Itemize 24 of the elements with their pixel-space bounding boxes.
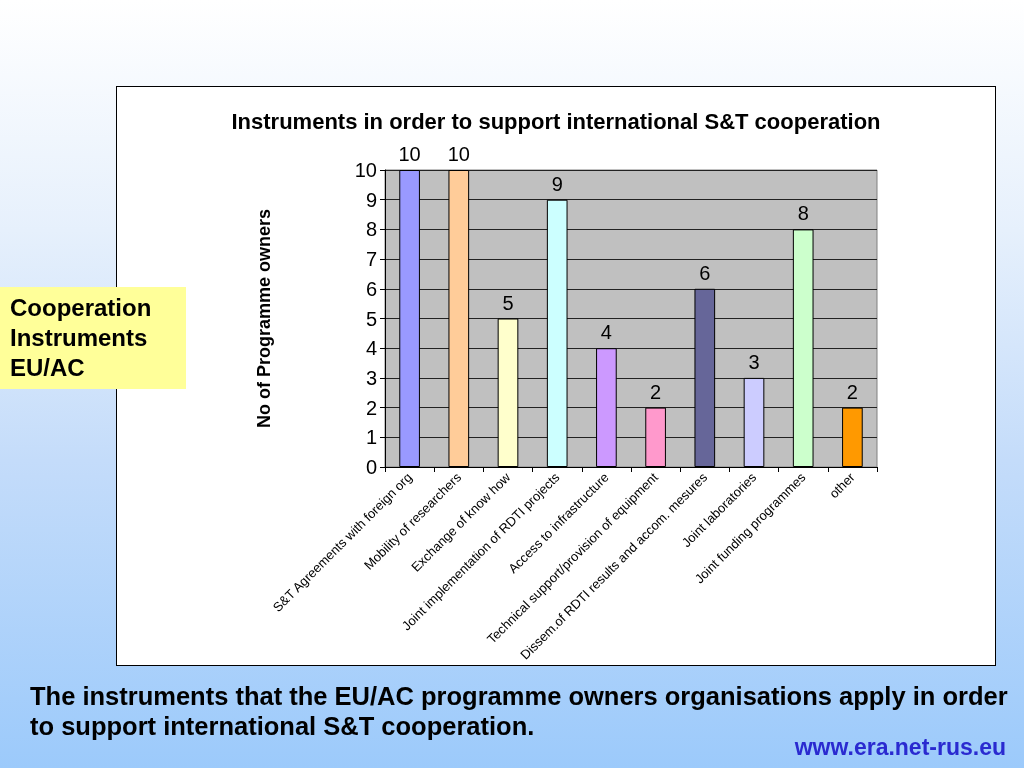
y-axis-title: No of Programme owners	[254, 208, 274, 429]
chart-title: Instruments in order to support international S&T cooperation	[231, 108, 881, 134]
y-tick-label: 8	[365, 218, 377, 241]
data-label: 8	[797, 202, 809, 225]
data-label: 2	[846, 380, 858, 403]
y-tick-label: 4	[365, 337, 377, 360]
data-label: 10	[447, 143, 470, 165]
y-tick-label: 0	[365, 456, 377, 478]
data-label: 3	[748, 350, 760, 373]
y-tick-label: 5	[365, 307, 377, 330]
data-label: 6	[699, 261, 711, 284]
y-tick-label: 10	[354, 159, 377, 181]
text: Cooperation Instruments EU/AC	[0, 287, 186, 389]
y-tick-label: 3	[365, 366, 377, 389]
y-tick-label: 2	[365, 396, 377, 419]
data-label: 4	[600, 321, 612, 344]
data-label: 10	[398, 143, 421, 165]
y-tick-label: 1	[365, 426, 377, 449]
y-tick-label: 9	[365, 188, 377, 211]
data-label: 2	[650, 380, 662, 403]
data-label: 9	[551, 172, 563, 195]
y-tick-label: 7	[365, 248, 377, 271]
y-tick-label: 6	[365, 277, 377, 300]
data-label: 5	[502, 291, 514, 314]
